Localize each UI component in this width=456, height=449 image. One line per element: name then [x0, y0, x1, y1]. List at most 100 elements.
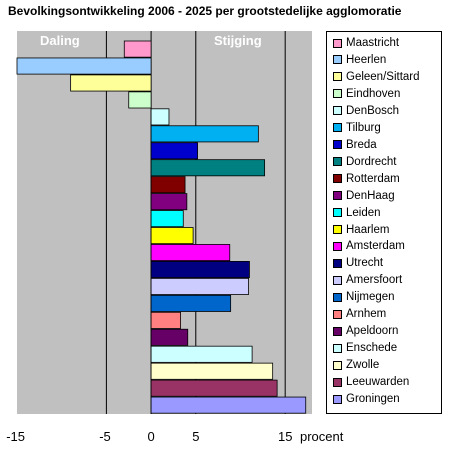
legend-swatch: [333, 292, 342, 302]
bar-groningen: [150, 396, 307, 414]
bar-dordrecht: [150, 159, 266, 177]
legend-swatch: [333, 326, 342, 336]
legend-label: Tilburg: [346, 121, 381, 134]
legend-item: Heerlen: [333, 52, 386, 68]
bars: [16, 40, 307, 414]
legend-label: Leeuwarden: [346, 376, 410, 389]
bar-rotterdam: [150, 176, 186, 194]
bar-utrecht: [150, 261, 250, 278]
legend-item: Maastricht: [333, 35, 399, 51]
x-tick-label: 0: [147, 429, 155, 444]
legend-item: Amersfoort: [333, 272, 402, 288]
bar-amsterdam: [150, 244, 231, 262]
legend-label: Geleen/Sittard: [346, 70, 420, 83]
legend-label: Arnhem: [346, 308, 387, 321]
legend-swatch: [333, 343, 342, 353]
legend-swatch: [333, 89, 342, 99]
legend-item: Dordrecht: [333, 154, 397, 170]
legend-label: Haarlem: [346, 223, 390, 236]
bar-tilburg: [150, 125, 259, 143]
legend-label: Nijmegen: [346, 291, 395, 304]
x-tick-label: 15: [277, 429, 293, 444]
legend-swatch: [333, 140, 342, 150]
legend-swatch: [333, 309, 342, 319]
legend-label: Heerlen: [346, 53, 387, 66]
legend-item: Rotterdam: [333, 171, 400, 187]
legend-item: DenBosch: [333, 103, 399, 119]
legend-item: Utrecht: [333, 255, 383, 271]
legend-item: Leiden: [333, 205, 381, 221]
x-tick-label: -15: [6, 429, 25, 444]
legend-swatch: [333, 191, 342, 201]
legend-item: Geleen/Sittard: [333, 69, 420, 85]
legend-swatch: [333, 123, 342, 133]
legend-item: Breda: [333, 137, 377, 153]
bar-haarlem: [150, 227, 194, 245]
chart-title: Bevolkingsontwikkeling 2006 - 2025 per g…: [8, 4, 402, 18]
bar-enschede: [150, 345, 253, 363]
legend: Maastricht Heerlen Geleen/Sittard Eindhoven…: [326, 31, 442, 414]
region-label-increase: Stijging: [214, 33, 262, 48]
legend-label: Leiden: [346, 206, 381, 219]
legend-label: Zwolle: [346, 359, 380, 372]
legend-label: Utrecht: [346, 257, 384, 270]
legend-swatch: [333, 360, 342, 370]
legend-label: Maastricht: [346, 37, 400, 49]
bar-nijmegen: [150, 294, 232, 312]
legend-label: Rotterdam: [346, 172, 400, 185]
legend-swatch: [333, 72, 342, 82]
bar-eindhoven: [128, 91, 152, 109]
legend-item: Groningen: [333, 391, 400, 407]
bar-denbosch: [150, 108, 170, 126]
legend-item: Eindhoven: [333, 86, 400, 102]
bar-leeuwarden: [150, 379, 278, 397]
legend-label: DenBosch: [346, 104, 400, 117]
legend-swatch: [333, 394, 342, 404]
legend-item: Zwolle: [333, 357, 379, 373]
bar-apeldoorn: [150, 328, 189, 346]
legend-label: Groningen: [346, 393, 400, 406]
legend-swatch: [333, 258, 342, 268]
legend-swatch: [333, 174, 342, 184]
legend-label: Amsterdam: [346, 240, 405, 253]
legend-item: Haarlem: [333, 222, 389, 238]
legend-item: Amsterdam: [333, 238, 405, 254]
bar-maastricht: [123, 40, 152, 58]
legend-swatch: [333, 377, 342, 387]
legend-item: Leeuwarden: [333, 374, 409, 390]
legend-label: Eindhoven: [346, 87, 401, 100]
legend-item: Arnhem: [333, 306, 386, 322]
bar-geleen-sittard: [70, 74, 152, 92]
bar-heerlen: [16, 57, 152, 75]
legend-label: Enschede: [346, 342, 398, 355]
legend-label: Amersfoort: [346, 274, 403, 287]
legend-item: Enschede: [333, 340, 397, 356]
legend-label: DenHaag: [346, 189, 395, 202]
bar-zwolle: [150, 362, 274, 380]
legend-swatch: [333, 38, 342, 48]
bar-amersfoort: [150, 277, 249, 295]
bar-breda: [150, 142, 198, 160]
legend-swatch: [333, 208, 342, 218]
legend-swatch: [333, 275, 342, 285]
legend-swatch: [333, 106, 342, 116]
legend-item: Nijmegen: [333, 289, 395, 305]
legend-item: Tilburg: [333, 120, 381, 136]
legend-label: Dordrecht: [346, 155, 397, 168]
legend-item: Apeldoorn: [333, 323, 398, 339]
legend-swatch: [333, 55, 342, 65]
bar-denhaag: [150, 193, 188, 211]
region-label-decline: Daling: [40, 33, 80, 48]
x-tick-label: -5: [99, 429, 111, 444]
bar-arnhem: [150, 311, 181, 329]
legend-label: Breda: [346, 138, 377, 151]
x-axis-unit-label: procent: [300, 429, 344, 444]
legend-swatch: [333, 225, 342, 234]
legend-item: DenHaag: [333, 188, 395, 204]
bar-leiden: [150, 210, 184, 228]
x-tick-label: 5: [192, 429, 200, 444]
legend-swatch: [333, 241, 342, 251]
legend-label: Apeldoorn: [346, 325, 399, 338]
legend-swatch: [333, 157, 342, 167]
